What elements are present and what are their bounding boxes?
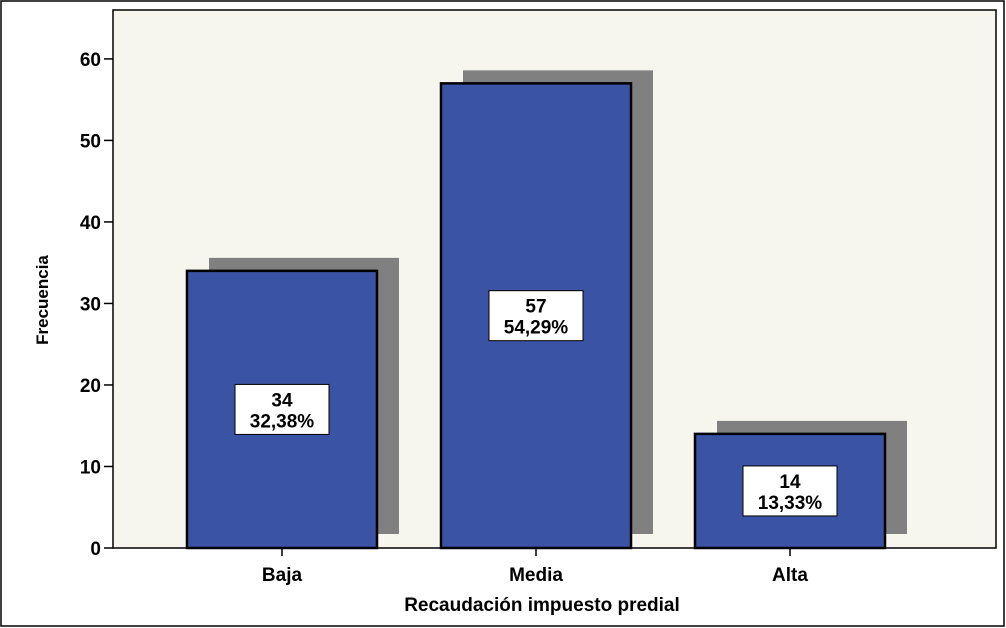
data-label-percent: 13,33% [758, 493, 823, 514]
data-label-percent: 32,38% [250, 411, 315, 432]
y-axis: 0 10 20 30 40 50 60 [80, 50, 113, 560]
y-tick-label: 50 [80, 131, 101, 152]
data-label-count: 14 [779, 472, 801, 493]
x-category-label: Alta [772, 565, 808, 586]
y-tick-label: 20 [80, 376, 101, 397]
y-axis-title: Frecuencia [33, 255, 52, 345]
y-tick-label: 30 [80, 294, 101, 315]
data-label-box [488, 290, 584, 342]
data-label-count: 34 [271, 390, 293, 411]
y-tick-label: 0 [90, 539, 101, 560]
data-label-box [742, 465, 838, 517]
data-label-box [234, 383, 330, 435]
x-axis-title: Recaudación impuesto predial [404, 595, 680, 616]
x-category-label: Baja [262, 565, 303, 586]
x-category-label: Media [509, 565, 563, 586]
y-tick-label: 60 [80, 50, 101, 71]
data-label-count: 57 [525, 297, 546, 318]
x-axis: Baja Media Alta [262, 548, 808, 586]
y-tick-label: 10 [80, 457, 101, 478]
y-tick-label: 40 [80, 213, 101, 234]
data-label-percent: 54,29% [504, 318, 569, 339]
